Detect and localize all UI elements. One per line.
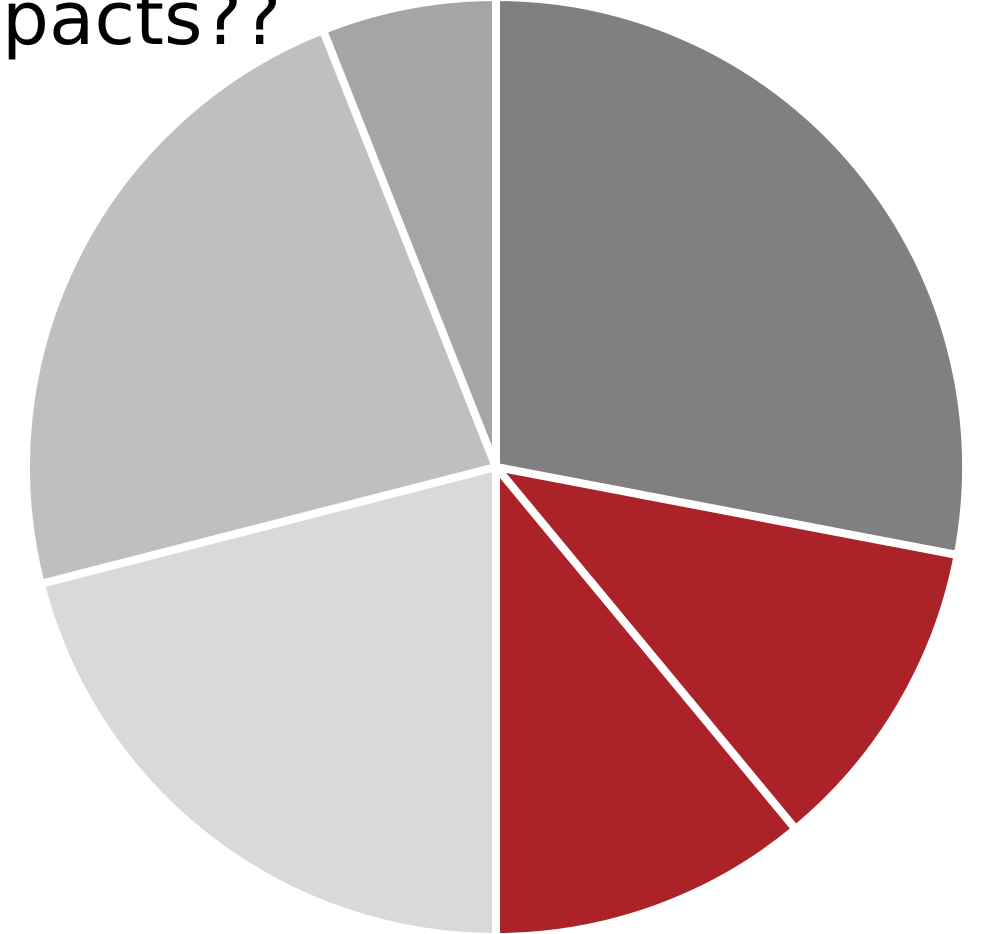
pie-slice — [318, 0, 500, 471]
pie-slice — [22, 26, 500, 588]
pie-slice — [492, 0, 970, 560]
pie-slice — [492, 463, 962, 834]
chart-title: pacts?? — [2, 0, 281, 62]
pie-slice — [492, 463, 800, 934]
pie-slice — [36, 463, 500, 934]
